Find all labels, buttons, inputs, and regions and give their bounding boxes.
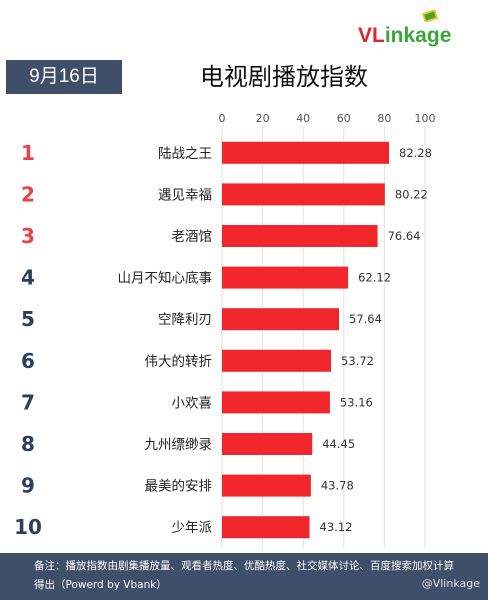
rank-number: 3 [21, 224, 35, 248]
rank-number: 2 [21, 182, 35, 206]
rank-number: 8 [21, 432, 35, 456]
bar [222, 433, 313, 455]
category-label: 伟大的转折 [145, 354, 213, 370]
rank-number: 9 [21, 474, 35, 498]
x-tick-label: 0 [219, 112, 226, 125]
x-tick-label: 80 [377, 112, 391, 125]
logo-text-green: inkage [384, 24, 452, 47]
value-label: 53.16 [340, 395, 373, 409]
bar [222, 141, 390, 164]
bar [222, 183, 385, 206]
rank-number: 4 [21, 266, 35, 290]
bar-chart: 0 20 40 60 80 100 1 陆战之王 82.28 2 遇见幸福 80.22 3 老酒馆 76.6… [14, 112, 436, 548]
category-label: 空降利刃 [158, 312, 212, 328]
footer-band: 备注：播放指数由剧集播放量、观看者热度、优酷热度、社交媒体讨论、百度搜索加权计算… [0, 553, 488, 600]
rank-number: 7 [21, 390, 35, 414]
category-label: 山月不知心底事 [118, 270, 213, 287]
bar [222, 266, 349, 289]
bar [222, 225, 378, 247]
bar [222, 391, 330, 414]
bar [222, 474, 311, 497]
value-label: 76.64 [388, 229, 421, 243]
category-label: 小欢喜 [172, 395, 213, 411]
value-label: 57.64 [349, 312, 382, 326]
rank-number: 10 [14, 515, 42, 539]
date-badge: 9月16日 [6, 60, 122, 94]
category-label: 最美的安排 [145, 479, 213, 495]
weibo-handle: @Vlinkage [421, 577, 480, 590]
footnote-text: 备注：播放指数由剧集播放量、观看者热度、优酷热度、社交媒体讨论、百度搜索加权计算… [34, 560, 454, 591]
category-label: 遇见幸福 [158, 187, 212, 203]
value-label: 43.78 [321, 479, 354, 493]
logo-tag-icon [422, 10, 438, 22]
value-label: 43.12 [320, 520, 353, 534]
x-tick-label: 100 [415, 112, 436, 125]
bar [222, 308, 340, 331]
category-label: 陆战之王 [158, 146, 212, 162]
vlinkage-logo: VLinkage [358, 10, 476, 50]
category-label: 少年派 [172, 520, 213, 536]
value-label: 82.28 [399, 146, 432, 160]
x-tick-label: 20 [256, 112, 270, 125]
value-label: 44.45 [322, 437, 355, 451]
x-tick-label: 60 [337, 112, 351, 125]
value-label: 53.72 [341, 354, 374, 368]
bar [222, 349, 332, 372]
logo-text-red: VL [358, 24, 385, 47]
rank-number: 6 [21, 349, 35, 373]
value-label: 62.12 [358, 271, 391, 285]
rank-number: 5 [21, 307, 35, 331]
logo-text: VLinkage [358, 24, 451, 48]
category-label: 老酒馆 [172, 229, 213, 245]
x-tick-label: 40 [296, 112, 310, 125]
rank-number: 1 [21, 141, 35, 165]
chart-title: 电视剧播放指数 [200, 63, 368, 91]
bar [222, 516, 310, 539]
value-label: 80.22 [395, 187, 428, 201]
category-label: 九州缥缈录 [145, 437, 213, 453]
